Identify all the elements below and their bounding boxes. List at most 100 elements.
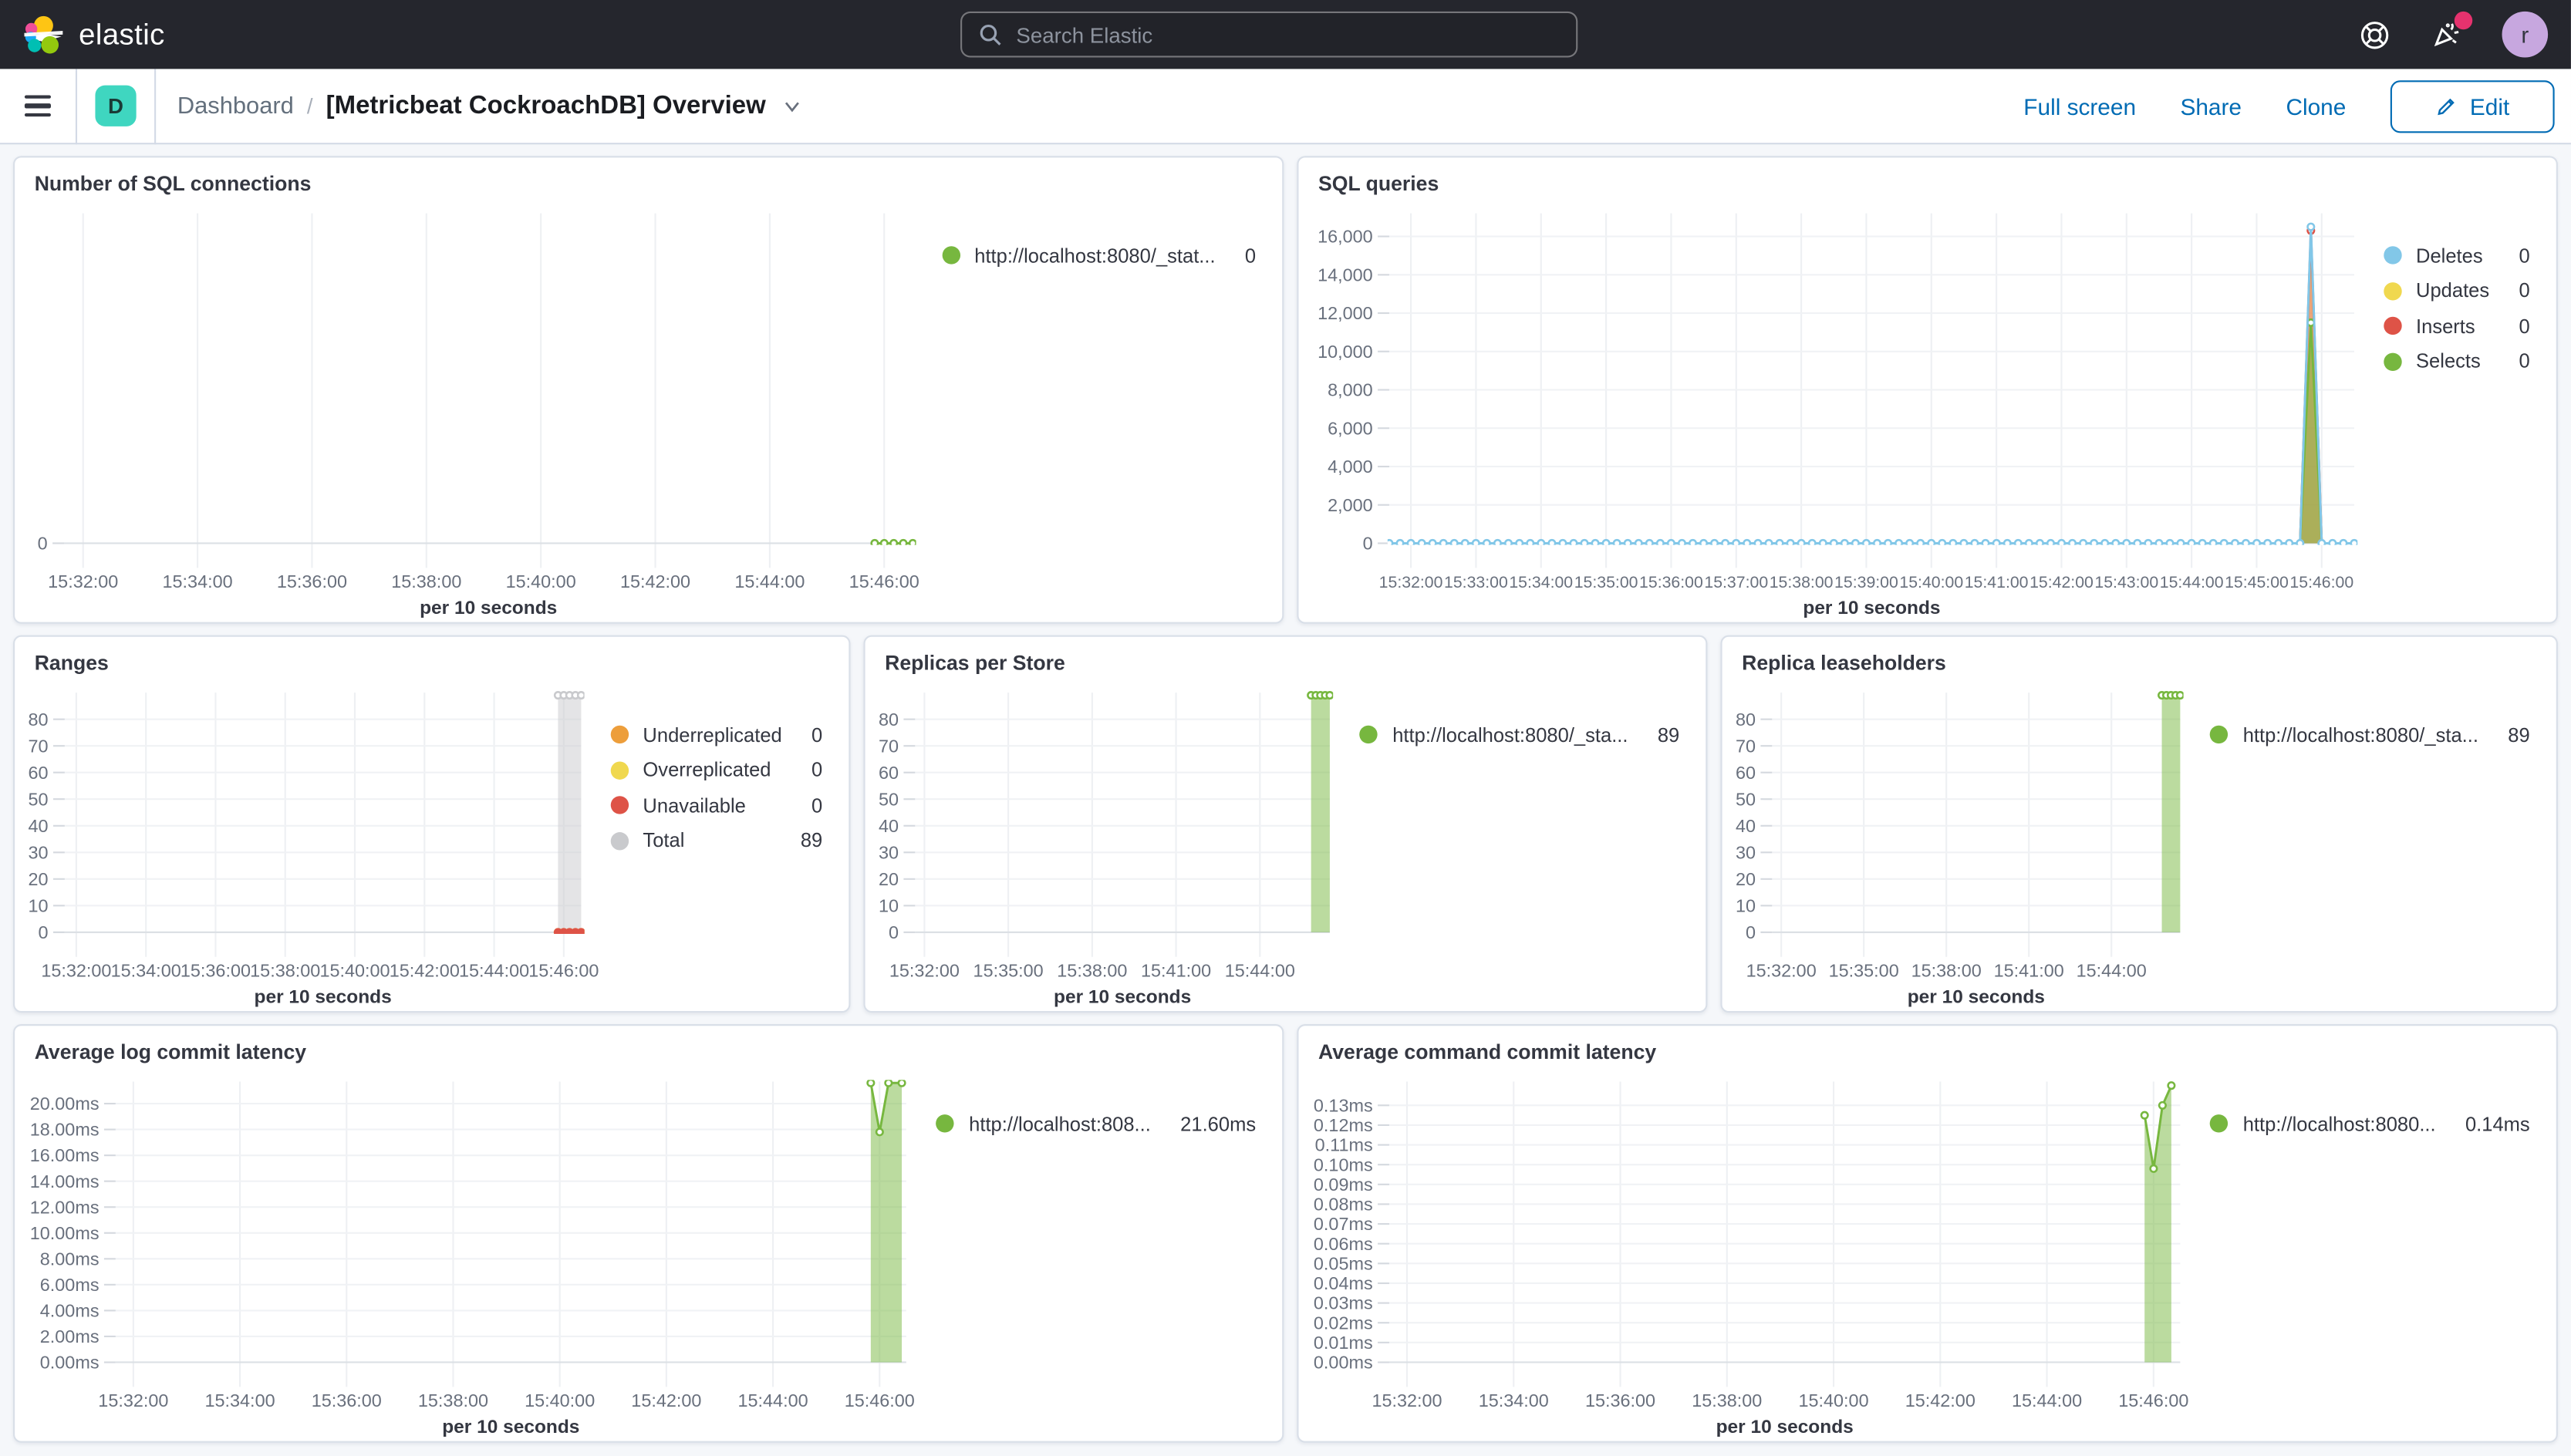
legend-item[interactable]: Updates 0	[2383, 279, 2530, 302]
svg-text:60: 60	[1736, 762, 1756, 782]
breadcrumb-dashboard-link[interactable]: Dashboard	[177, 93, 294, 120]
svg-text:15:32:00: 15:32:00	[1746, 960, 1817, 980]
legend-series-dot	[2383, 352, 2401, 371]
svg-text:15:32:00: 15:32:00	[98, 1390, 168, 1410]
legend-item[interactable]: Selects 0	[2383, 349, 2530, 373]
breadcrumb: Dashboard / [Metricbeat CockroachDB] Ove…	[177, 91, 804, 120]
svg-text:0.08ms: 0.08ms	[1314, 1194, 1373, 1214]
legend-item[interactable]: http://localhost:8080/_sta... 89	[1359, 723, 1679, 747]
legend-series-dot	[2210, 725, 2229, 744]
legend-item[interactable]: Inserts 0	[2383, 314, 2530, 338]
news-feed-icon[interactable]	[2430, 11, 2473, 51]
legend-item[interactable]: http://localhost:8080/_stat... 0	[941, 244, 1257, 268]
chart-average-log-commit-latency[interactable]: 15:32:00 15:34:00 15:36:00 15:38:00 15:40:00…	[18, 1067, 926, 1437]
chart-sql-queries[interactable]: 15:32:00 15:33:00 15:34:00 15:35:00 15:36:00…	[1302, 198, 2374, 618]
full-screen-button[interactable]: Full screen	[2023, 93, 2137, 120]
svg-text:50: 50	[1736, 789, 1756, 809]
panel-replica-leaseholders: Replica leaseholders 15:32:00 15:35:00 15:…	[1720, 635, 2558, 1013]
svg-text:15:45:00: 15:45:00	[2225, 572, 2289, 591]
svg-text:15:32:00: 15:32:00	[889, 960, 960, 980]
svg-text:15:44:00: 15:44:00	[2160, 572, 2224, 591]
page-title: [Metricbeat CockroachDB] Overview	[326, 91, 766, 120]
panel-average-log-commit-latency: Average log commit latency 15:32:00 15:34…	[13, 1024, 1284, 1443]
elastic-logo-icon	[23, 14, 64, 55]
legend-item[interactable]: Overreplicated 0	[609, 759, 822, 781]
global-search-input[interactable]: Search Elastic	[960, 11, 1578, 58]
svg-text:16,000: 16,000	[1318, 226, 1373, 246]
legend-item[interactable]: http://localhost:8080... 0.14ms	[2210, 1112, 2530, 1135]
svg-text:8.00ms: 8.00ms	[40, 1249, 100, 1269]
svg-text:15:36:00: 15:36:00	[1639, 572, 1703, 591]
legend-series-value: 0	[2519, 279, 2530, 302]
legend-item[interactable]: http://localhost:808... 21.60ms	[936, 1112, 1256, 1135]
svg-text:50: 50	[879, 789, 899, 809]
svg-text:per 10 seconds: per 10 seconds	[1716, 1416, 1854, 1437]
svg-text:15:42:00: 15:42:00	[1905, 1390, 1975, 1410]
menu-icon[interactable]	[0, 69, 76, 143]
elastic-brand[interactable]: elastic	[23, 14, 165, 55]
svg-text:15:41:00: 15:41:00	[1994, 960, 2064, 980]
svg-text:0: 0	[39, 922, 49, 942]
chevron-down-icon[interactable]	[782, 95, 804, 116]
chart-replica-leaseholders[interactable]: 15:32:00 15:35:00 15:38:00 15:41:00 15:44:00…	[1726, 677, 2200, 1007]
svg-text:15:41:00: 15:41:00	[1965, 572, 2029, 591]
svg-text:10: 10	[1736, 895, 1756, 915]
legend-series-value: 0	[2519, 349, 2530, 373]
legend-series-label: Total	[643, 829, 685, 852]
legend-series-value: 0	[2519, 244, 2530, 268]
svg-text:per 10 seconds: per 10 seconds	[1054, 986, 1191, 1007]
svg-text:15:41:00: 15:41:00	[1141, 960, 1211, 980]
legend-series-label: Updates	[2416, 279, 2490, 302]
svg-text:15:40:00: 15:40:00	[319, 960, 390, 980]
svg-text:0.11ms: 0.11ms	[1315, 1134, 1373, 1154]
svg-text:12,000: 12,000	[1318, 302, 1373, 322]
svg-text:14,000: 14,000	[1318, 265, 1373, 285]
svg-text:15:38:00: 15:38:00	[1057, 960, 1127, 980]
legend-item[interactable]: Deletes 0	[2383, 244, 2530, 268]
legend-series-value: 0	[811, 723, 823, 747]
dashboard-grid: Number of SQL connections 15:32:00 15:34:…	[0, 144, 2571, 1456]
svg-text:15:44:00: 15:44:00	[2012, 1390, 2082, 1410]
legend-series-value: 0	[1244, 244, 1257, 268]
svg-text:15:42:00: 15:42:00	[2029, 572, 2094, 591]
svg-text:0.00ms: 0.00ms	[40, 1352, 100, 1372]
help-icon[interactable]	[2359, 19, 2390, 49]
legend-series-dot	[936, 1114, 955, 1133]
svg-text:40: 40	[879, 815, 899, 835]
svg-text:0.09ms: 0.09ms	[1314, 1174, 1373, 1194]
legend-series-value: 89	[800, 829, 823, 852]
svg-text:15:36:00: 15:36:00	[1585, 1390, 1655, 1410]
svg-text:40: 40	[29, 815, 49, 835]
chart-ranges[interactable]: 15:32:00 15:34:00 15:36:00 15:38:00 15:40:00…	[18, 677, 601, 1007]
breadcrumb-separator: /	[306, 93, 313, 119]
legend-item[interactable]: http://localhost:8080/_sta... 89	[2210, 723, 2530, 747]
svg-text:8,000: 8,000	[1328, 379, 1373, 399]
chart-replicas-per-store[interactable]: 15:32:00 15:35:00 15:38:00 15:41:00 15:44:00…	[869, 677, 1350, 1007]
user-avatar[interactable]: r	[2502, 11, 2549, 58]
space-badge[interactable]: D	[95, 85, 137, 126]
svg-text:15:42:00: 15:42:00	[390, 960, 460, 980]
legend-series-value: 0	[2519, 314, 2530, 338]
svg-text:15:38:00: 15:38:00	[250, 960, 320, 980]
svg-text:15:34:00: 15:34:00	[111, 960, 181, 980]
legend-item[interactable]: Underreplicated 0	[609, 723, 823, 747]
legend-series-value: 0	[811, 794, 823, 817]
legend-series-label: Unavailable	[643, 794, 746, 817]
svg-text:15:38:00: 15:38:00	[1770, 572, 1834, 591]
svg-text:2.00ms: 2.00ms	[40, 1326, 100, 1346]
legend-series-dot	[1359, 725, 1378, 744]
svg-text:15:34:00: 15:34:00	[163, 571, 233, 591]
chart-number-of-sql-connections[interactable]: 15:32:00 15:34:00 15:36:00 15:38:00 15:40:00…	[18, 198, 932, 618]
svg-text:80: 80	[1736, 709, 1756, 729]
svg-text:15:44:00: 15:44:00	[2077, 960, 2147, 980]
legend-series-label: http://localhost:8080/_sta...	[1392, 723, 1628, 747]
clone-button[interactable]: Clone	[2286, 93, 2347, 120]
legend-series-value: 89	[2508, 723, 2530, 747]
legend-item[interactable]: Unavailable 0	[609, 794, 823, 817]
chart-average-command-commit-latency[interactable]: 15:32:00 15:34:00 15:36:00 15:38:00 15:40:00…	[1302, 1067, 2200, 1437]
svg-text:0: 0	[1746, 922, 1756, 942]
share-button[interactable]: Share	[2180, 93, 2242, 120]
legend-item[interactable]: Total 89	[609, 829, 823, 852]
svg-text:0.00ms: 0.00ms	[1314, 1352, 1373, 1372]
edit-button[interactable]: Edit	[2390, 79, 2555, 133]
